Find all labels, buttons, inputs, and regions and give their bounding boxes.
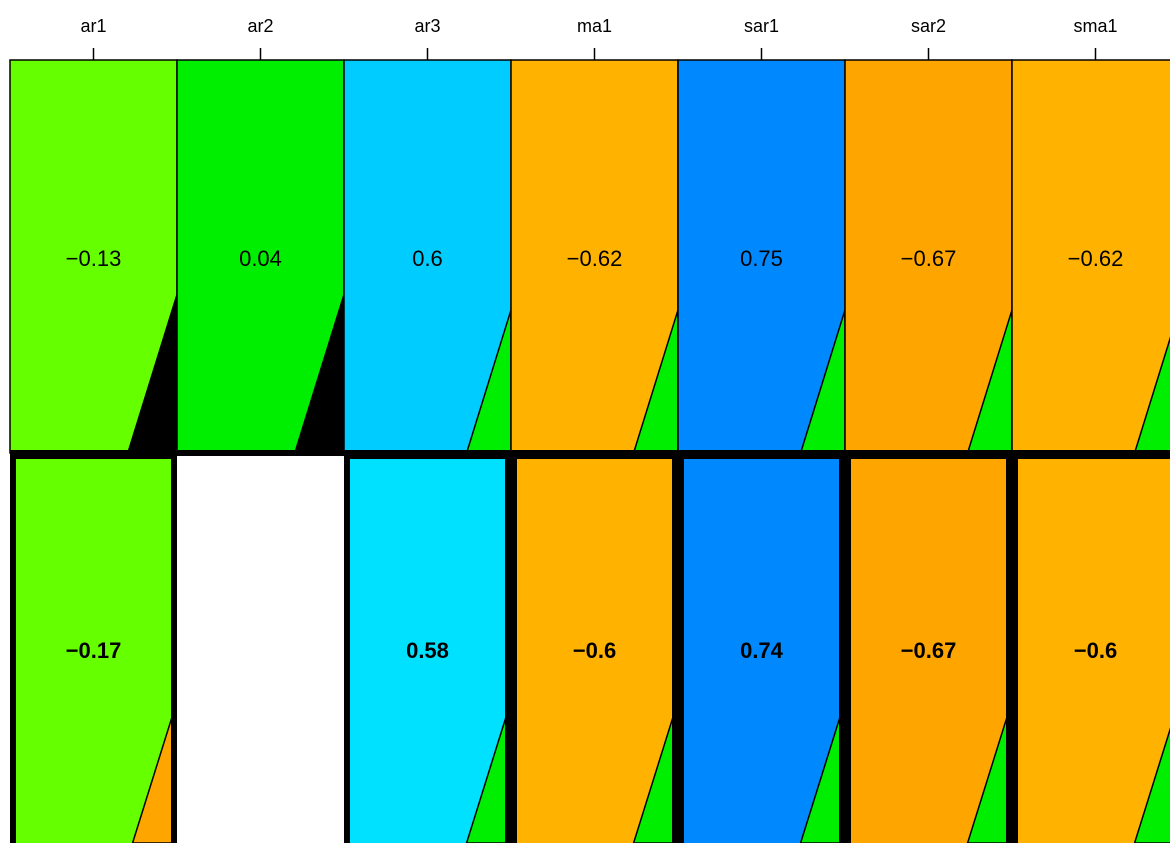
cell-r1-sar2: −0.67 [844, 59, 1013, 454]
cell-value-label: −0.6 [573, 638, 616, 663]
cell-r2-ma1: −0.6 [511, 453, 679, 843]
cell-r1-ar1: −0.13 [9, 59, 178, 454]
cell-value-label: −0.62 [567, 246, 623, 271]
cell-value-label: 0.74 [740, 638, 784, 663]
cell-r1-sma1: −0.62 [1011, 59, 1170, 454]
top-axis: ar1 ar2 ar3 ma1 sar1 sar2 sma1 [10, 16, 1170, 61]
cell-fill [1012, 453, 1170, 843]
cell-value-label: 0.04 [239, 246, 282, 271]
cell-value-label: 0.6 [412, 246, 443, 271]
cell-r2-ar3: 0.58 [344, 453, 512, 843]
cell-value-label: −0.6 [1074, 638, 1117, 663]
cell-fill [177, 453, 344, 843]
heatmap-cells: −0.13 0.04 0.6 −0.62 0.75 −0.67 −0.62 −0.17 0.58… [9, 59, 1170, 843]
cell-fill [845, 453, 1012, 843]
cell-value-label: −0.67 [901, 246, 957, 271]
cell-r2-ar1: −0.17 [10, 453, 178, 843]
cell-r2-sar2: −0.67 [845, 453, 1013, 843]
cell-fill [511, 453, 678, 843]
cell-corner-wedge [1133, 727, 1170, 843]
cell-value-label: −0.13 [66, 246, 122, 271]
cell-value-label: −0.17 [66, 638, 122, 663]
cell-value-label: 0.75 [740, 246, 783, 271]
column-label-ar1: ar1 [80, 16, 106, 36]
cell-r1-ar2: 0.04 [176, 59, 345, 454]
cell-fill [1012, 60, 1170, 453]
cell-fill [10, 453, 177, 843]
cell-fill [845, 60, 1012, 453]
cell-r2-ar2 [177, 453, 344, 843]
column-label-ma1: ma1 [577, 16, 612, 36]
column-label-ar2: ar2 [247, 16, 273, 36]
cell-fill [344, 60, 511, 453]
cell-fill [344, 453, 511, 843]
column-label-sma1: sma1 [1073, 16, 1117, 36]
cell-value-label: −0.62 [1068, 246, 1124, 271]
cell-r2-sma1: −0.6 [1012, 453, 1170, 843]
cell-r1-ar3: 0.6 [343, 59, 512, 454]
cell-r1-sar1: 0.75 [677, 59, 846, 454]
column-label-ar3: ar3 [414, 16, 440, 36]
cell-r2-sar1: 0.74 [678, 453, 846, 843]
cell-value-label: 0.58 [406, 638, 449, 663]
cell-r1-ma1: −0.62 [510, 59, 679, 454]
cell-fill [511, 60, 678, 453]
cell-fill [678, 453, 845, 843]
cell-fill [678, 60, 845, 453]
cell-value-label: −0.67 [901, 638, 957, 663]
column-label-sar1: sar1 [744, 16, 779, 36]
column-label-sar2: sar2 [911, 16, 946, 36]
